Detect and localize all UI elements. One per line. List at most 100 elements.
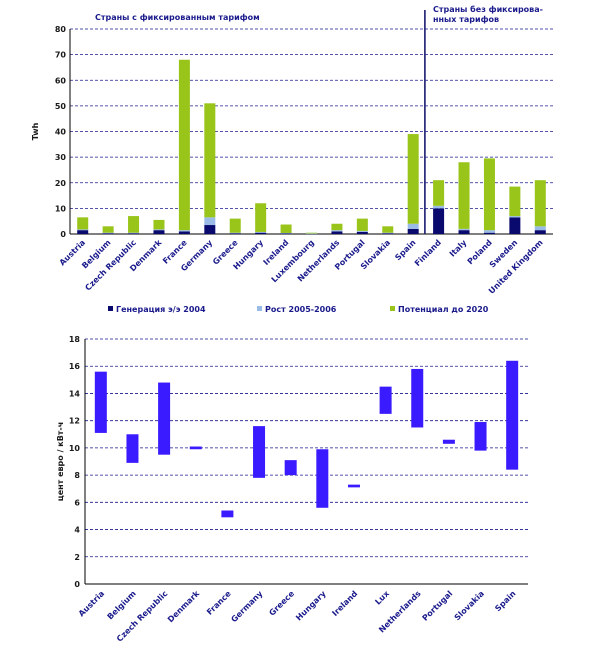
- legend-swatch-s1: [108, 306, 113, 311]
- y-tick-label: 70: [55, 51, 67, 60]
- y-tick-label: 10: [69, 444, 81, 453]
- range-bar-spain: [506, 360, 519, 470]
- y-tick-label: 20: [55, 179, 67, 188]
- x-tick-label: Italy: [448, 237, 469, 258]
- y-tick-label: 2: [74, 553, 80, 562]
- x-tick-label: Spain: [493, 589, 517, 613]
- bar-greece-s3: [229, 218, 241, 233]
- x-tick-label: Austria: [77, 589, 106, 618]
- bar-netherlands-s3: [331, 223, 343, 231]
- bar-sweden-s3: [509, 186, 521, 217]
- bar-hungary-s2: [255, 231, 267, 233]
- bar-slovakia-s2: [382, 232, 394, 234]
- bar-poland-s1: [483, 232, 495, 234]
- bar-czech-republic-s2: [128, 232, 140, 234]
- range-bar-france: [221, 510, 234, 518]
- bar-germany-s2: [204, 217, 216, 226]
- bar-poland-s2: [483, 230, 495, 233]
- y-axis-title: Twh: [31, 122, 40, 140]
- range-bar-ireland: [347, 484, 360, 488]
- x-tick-label: Hungary: [294, 588, 328, 622]
- bar-denmark-s2: [153, 229, 165, 231]
- bar-italy-s3: [458, 162, 470, 229]
- bar-united-kingdom-s3: [534, 180, 546, 227]
- x-tick-label: France: [205, 589, 233, 617]
- bar-united-kingdom-s1: [534, 230, 546, 234]
- y-tick-label: 60: [55, 76, 67, 85]
- range-bar-netherlands: [411, 368, 424, 428]
- range-bar-lux: [379, 386, 392, 414]
- bar-sweden-s2: [509, 216, 521, 218]
- y-tick-label: 14: [69, 389, 81, 398]
- range-bar-denmark: [189, 446, 202, 450]
- bar-belgium-s1: [102, 233, 114, 234]
- bar-united-kingdom-s2: [534, 226, 546, 231]
- bar-finland-s2: [433, 205, 445, 209]
- bar-netherlands-s1: [331, 231, 343, 234]
- annotation-no-fixed-tariff-2: нных тарифов: [433, 15, 499, 24]
- y-tick-label: 18: [69, 335, 81, 344]
- x-tick-label: Slovakia: [453, 589, 486, 622]
- bar-hungary-s3: [255, 203, 267, 232]
- x-tick-label: Ireland: [330, 589, 359, 618]
- x-tick-label: Germany: [229, 589, 265, 625]
- bar-france-s3: [178, 59, 190, 231]
- legend-swatch-s2: [257, 306, 262, 311]
- bar-portugal-s1: [356, 231, 368, 234]
- bar-denmark-s3: [153, 219, 165, 230]
- bar-finland-s1: [433, 208, 445, 234]
- y-tick-label: 80: [55, 25, 67, 34]
- y-tick-label: 4: [74, 526, 80, 535]
- y-tick-label: 10: [55, 204, 67, 213]
- y-tick-label: 6: [74, 498, 80, 507]
- bar-austria-s3: [77, 217, 89, 230]
- bar-germany-s3: [204, 103, 216, 218]
- annotation-fixed-tariff: Страны с фиксированным тарифом: [95, 13, 260, 22]
- legend-entry: Потенциал до 2020: [398, 305, 489, 314]
- bar-portugal-s2: [356, 230, 368, 232]
- bar-italy-s2: [458, 228, 470, 231]
- bar-ireland-s1: [280, 233, 292, 234]
- bar-ireland-s2: [280, 232, 292, 234]
- bar-greece-s1: [229, 233, 241, 234]
- bar-austria-s1: [77, 230, 89, 234]
- bar-czech-republic-s1: [128, 233, 140, 234]
- y-tick-label: 40: [55, 128, 67, 137]
- x-tick-label: Spain: [393, 238, 417, 262]
- range-bar-austria: [94, 371, 107, 433]
- bar-france-s1: [178, 231, 190, 234]
- bar-belgium-s3: [102, 226, 114, 233]
- range-bar-slovakia: [474, 422, 487, 451]
- x-tick-label: Finland: [413, 238, 443, 268]
- bar-hungary-s1: [255, 232, 267, 234]
- y-tick-label: 16: [69, 362, 81, 371]
- legend-entry: Рост 2005-2006: [265, 305, 337, 314]
- bar-luxembourg-s2: [306, 233, 317, 234]
- y-tick-label: 30: [55, 153, 67, 162]
- range-bar-germany: [253, 426, 266, 478]
- x-tick-label: Belgium: [106, 589, 138, 621]
- bar-portugal-s3: [356, 218, 368, 231]
- bar-greece-s2: [229, 232, 241, 234]
- tariff-range-chart: 0 2 4 6 8 10 12 14 16 18 цент евро / кВт-ч Austria B…: [56, 335, 528, 644]
- bar-czech-republic-s3: [128, 216, 140, 233]
- bar-spain-s1: [407, 228, 419, 234]
- bar-belgium-s2: [102, 232, 114, 234]
- y-tick-label: 0: [60, 230, 66, 239]
- bar-luxembourg-s1: [306, 233, 317, 235]
- bar-ireland-s3: [280, 224, 292, 233]
- renewable-generation-chart: 01020304050607080TwhAustriaBelgiumCzech …: [31, 4, 553, 314]
- range-bar-hungary: [316, 449, 329, 508]
- bar-germany-s1: [204, 225, 216, 234]
- bar-france-s2: [178, 230, 190, 232]
- range-bar-greece: [284, 460, 297, 476]
- y-tick-label: 8: [74, 471, 80, 480]
- bar-austria-s2: [77, 229, 89, 231]
- legend-entry: Генерация э/э 2004: [116, 305, 206, 314]
- bar-sweden-s1: [509, 217, 521, 234]
- x-tick-label: Greece: [267, 589, 296, 618]
- bar-denmark-s1: [153, 230, 165, 234]
- x-tick-label: Lux: [373, 588, 391, 606]
- bar-luxembourg-s3: [306, 232, 317, 234]
- bar-spain-s2: [407, 223, 419, 229]
